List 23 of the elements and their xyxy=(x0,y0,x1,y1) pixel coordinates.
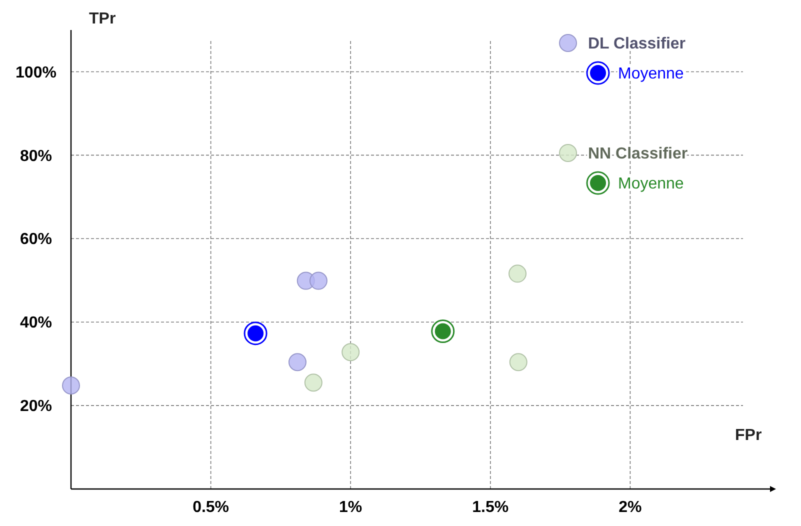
x-tick-label: 1.5% xyxy=(472,499,509,516)
point xyxy=(304,374,322,392)
point xyxy=(62,376,80,394)
x-tick-label: 2% xyxy=(618,499,642,516)
point xyxy=(431,320,455,343)
point xyxy=(508,264,527,283)
x-axis-title: FPr xyxy=(735,427,762,444)
legend-label: Moyenne xyxy=(618,176,684,193)
y-axis-title: TPr xyxy=(89,10,116,28)
point xyxy=(309,272,328,290)
legend-label: Moyenne xyxy=(618,66,684,83)
y-tick-label: 100% xyxy=(16,64,56,82)
point xyxy=(342,343,360,362)
y-tick-label: 20% xyxy=(20,398,52,416)
y-tick-label: 60% xyxy=(20,231,52,248)
point xyxy=(509,353,528,372)
y-tick-label: 80% xyxy=(20,148,52,165)
x-tick-label: 1% xyxy=(339,499,362,516)
y-tick-label: 40% xyxy=(20,314,52,332)
legend-label: DL Classifier xyxy=(588,36,686,53)
point xyxy=(244,322,268,346)
point xyxy=(288,353,306,372)
x-tick-label: 0.5% xyxy=(192,499,230,516)
